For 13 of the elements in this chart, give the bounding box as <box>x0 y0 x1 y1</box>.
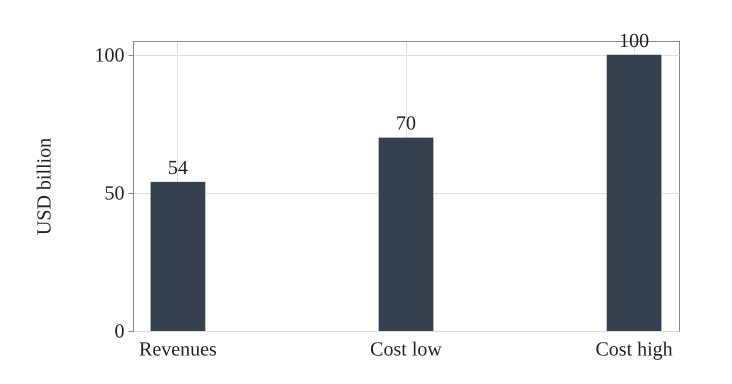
x-tick-label: Cost low <box>370 338 442 360</box>
bar <box>606 54 662 331</box>
y-tick-label: 100 <box>94 44 124 66</box>
y-axis-title: USD billion <box>34 138 56 236</box>
x-tick-label: Cost high <box>595 338 673 360</box>
y-tick-label: 50 <box>104 182 124 204</box>
data-label: 100 <box>619 30 650 52</box>
data-label: 70 <box>396 112 416 135</box>
y-tick-label: 0 <box>114 320 124 342</box>
data-label: 54 <box>168 156 188 179</box>
bar <box>150 182 206 331</box>
x-tick-label: Revenues <box>139 338 218 360</box>
bar <box>378 138 434 331</box>
